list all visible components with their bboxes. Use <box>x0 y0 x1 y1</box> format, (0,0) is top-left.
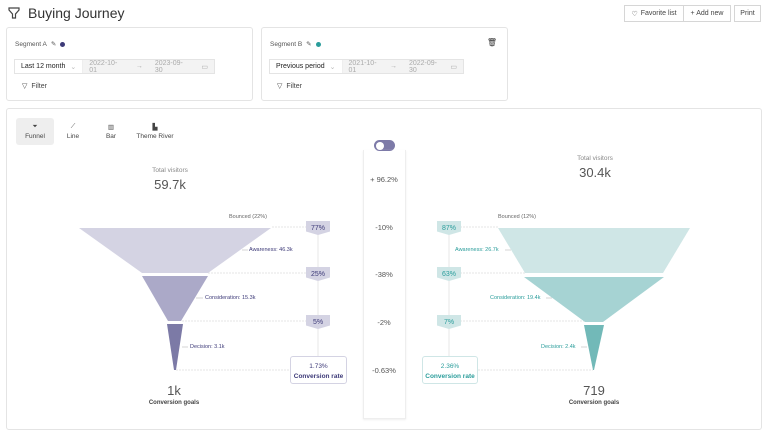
area-chart-icon: ▙ <box>152 124 158 131</box>
funnel-b-awareness[interactable] <box>498 228 690 273</box>
stage-label-b: Awareness: 26.7k <box>455 247 499 253</box>
stage-label-a: Awareness: 46.3k <box>249 247 293 253</box>
total-visitors-label-b: Total visitors <box>577 155 613 162</box>
edit-icon[interactable]: ✎ <box>50 41 57 48</box>
edit-icon[interactable]: ✎ <box>306 41 312 48</box>
conversion-rate-b: 2.36% Conversion rate <box>422 356 478 384</box>
funnel-a-awareness[interactable] <box>79 228 271 273</box>
tab-line[interactable]: ⟋ Line <box>54 118 92 145</box>
filter-icon: ▽ <box>277 83 283 90</box>
conversion-rate-value: 2.36% <box>440 363 460 370</box>
filter-button[interactable]: ▽ Filter <box>277 82 302 91</box>
conversion-goals-label-b: Conversion goals <box>568 400 620 406</box>
line-chart-icon: ⟋ <box>70 123 76 130</box>
calendar-icon: ▭ <box>201 63 208 71</box>
funnel-a-decision[interactable] <box>167 324 183 370</box>
rate-badge-a: 77% <box>306 221 330 235</box>
rate-badge-a: 25% <box>306 267 330 281</box>
title-text: Buying Journey <box>28 5 125 21</box>
print-button[interactable]: Print <box>734 5 761 22</box>
color-dot <box>315 41 321 47</box>
filter-label: Filter <box>286 82 302 90</box>
date-range-b[interactable]: Previous period ⌄ 2021-10-01 → 2022-09-30 ▭ <box>269 59 464 74</box>
funnel-icon: ⏷ <box>32 123 38 130</box>
bounced-b: Bounced (12%) <box>498 214 536 220</box>
filter-button[interactable]: ▽ Filter <box>22 82 47 91</box>
total-visitors-b: 30.4k <box>579 165 611 180</box>
range-value: Last 12 month <box>21 63 66 70</box>
range-select[interactable]: Last 12 month ⌄ <box>15 60 84 73</box>
color-dot <box>60 41 66 47</box>
conversion-rate-value: 1.73% <box>309 363 328 370</box>
chart-tabs: ⏷ Funnel ⟋ Line ▥ Bar ▙ Theme River <box>16 118 180 145</box>
conversion-rate-a: 1.73% Conversion rate <box>290 356 347 384</box>
trash-icon[interactable]: 🗑 <box>486 38 497 47</box>
favorite-label: Favorite list <box>640 10 677 17</box>
conversion-goals-b: 719 <box>583 383 605 398</box>
rate-badge-b: 87% <box>437 221 461 235</box>
total-visitors-label-a: Total visitors <box>152 167 188 174</box>
filter-icon: ▽ <box>22 83 28 90</box>
start-date[interactable]: 2022-10-01 <box>89 59 118 74</box>
stage-label-b: Consideration: 19.4k <box>490 295 541 301</box>
tab-theme-river[interactable]: ▙ Theme River <box>130 118 180 145</box>
stage-label-a: Decision: 3.1k <box>190 344 225 350</box>
funnel-b-consideration[interactable] <box>524 277 664 322</box>
conversion-rate-label: Conversion rate <box>293 373 344 380</box>
rate-badge-b: 63% <box>437 267 461 281</box>
funnel-b-decision[interactable] <box>584 325 604 370</box>
tab-label: Theme River <box>136 133 174 140</box>
range-select[interactable]: Previous period ⌄ <box>270 60 343 73</box>
conversion-rate-label: Conversion rate <box>425 373 475 380</box>
tab-funnel[interactable]: ⏷ Funnel <box>16 118 54 145</box>
calendar-icon: ▭ <box>450 63 457 71</box>
rate-badge-b: 7% <box>437 315 461 329</box>
funnel-a-consideration[interactable] <box>142 276 208 321</box>
favorite-list-button[interactable]: ♡ Favorite list <box>624 5 684 22</box>
range-value: Previous period <box>276 63 325 70</box>
filter-label: Filter <box>31 82 47 90</box>
comparison-awareness: -10% <box>375 223 393 232</box>
comparison-column <box>363 150 406 419</box>
segment-b-label: Segment B <box>270 40 303 48</box>
chevron-down-icon: ⌄ <box>70 63 77 71</box>
segment-b-card: Segment B ✎ 🗑 Previous period ⌄ 2021-10-01… <box>261 27 508 101</box>
stage-label-b: Decision: 2.4k <box>541 344 576 350</box>
comparison-conversion: -0.63% <box>372 366 396 375</box>
compare-toggle[interactable] <box>374 140 395 151</box>
bar-chart-icon: ▥ <box>107 124 115 131</box>
bounced-a: Bounced (22%) <box>229 214 267 220</box>
total-visitors-a: 59.7k <box>154 177 186 192</box>
chevron-down-icon: ⌄ <box>329 63 336 71</box>
arrow-icon: → <box>135 63 143 70</box>
end-date[interactable]: 2023-09-30 <box>154 59 183 74</box>
segment-a-card: Segment A ✎ Last 12 month ⌄ 2022-10-01 → 202… <box>6 27 253 101</box>
conversion-goals-label-a: Conversion goals <box>148 400 200 406</box>
comparison-decision: -2% <box>377 318 391 327</box>
tab-label: Bar <box>105 133 117 140</box>
funnel-icon <box>8 7 20 19</box>
tab-label: Funnel <box>25 133 45 140</box>
date-range-a[interactable]: Last 12 month ⌄ 2022-10-01 → 2023-09-30 ▭ <box>14 59 215 74</box>
segment-a-label: Segment A <box>15 40 47 48</box>
comparison-consideration: -38% <box>375 270 393 279</box>
heart-icon: ♡ <box>631 10 638 18</box>
page-title: Buying Journey <box>8 5 125 21</box>
comparison-total: + 96.2% <box>370 175 398 184</box>
start-date[interactable]: 2021-10-01 <box>348 59 377 74</box>
add-new-button[interactable]: + Add new <box>684 5 731 22</box>
tab-bar[interactable]: ▥ Bar <box>92 118 130 145</box>
end-date[interactable]: 2022-09-30 <box>408 59 437 74</box>
rate-badge-a: 5% <box>306 315 330 329</box>
arrow-icon: → <box>389 63 397 70</box>
conversion-goals-a: 1k <box>167 383 181 398</box>
stage-label-a: Consideration: 15.3k <box>205 295 256 301</box>
tab-label: Line <box>66 133 80 140</box>
